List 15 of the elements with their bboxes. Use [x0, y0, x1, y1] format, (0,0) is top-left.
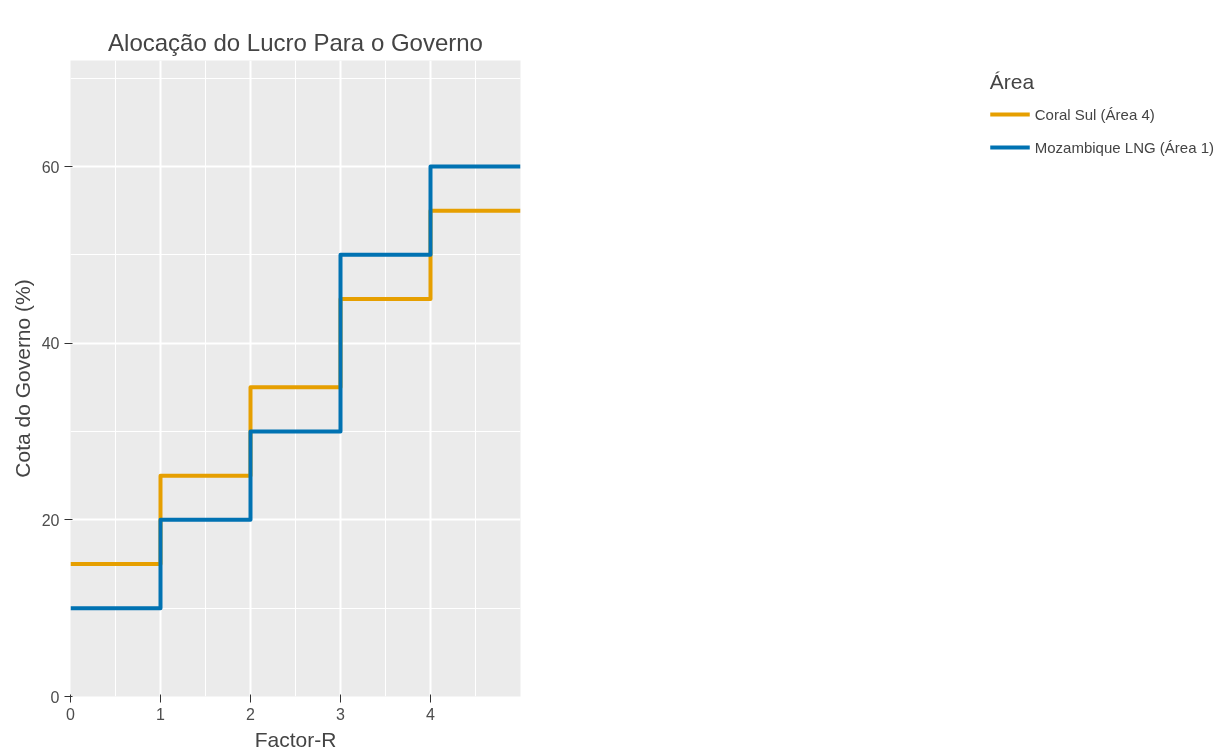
y-tick-label: 20 [41, 511, 60, 529]
legend-label: Coral Sul (Área 4) [1034, 105, 1155, 123]
y-tick-label: 0 [50, 688, 60, 706]
y-tick-label: 60 [41, 158, 60, 176]
legend-title: Área [989, 70, 1036, 94]
x-axis-title: Factor-R [254, 727, 337, 751]
x-tick-label: 1 [156, 705, 166, 723]
x-tick-label: 3 [336, 705, 346, 723]
x-tick-label: 2 [246, 705, 256, 723]
y-tick-label: 40 [41, 335, 60, 353]
y-axis-title: Cota do Governo (%) [10, 279, 34, 478]
legend-label: Mozambique LNG (Área 1) [1034, 138, 1214, 156]
x-tick-label: 0 [66, 705, 76, 723]
chart-title: Alocação do Lucro Para o Governo [108, 28, 483, 56]
x-tick-label: 4 [426, 705, 436, 723]
